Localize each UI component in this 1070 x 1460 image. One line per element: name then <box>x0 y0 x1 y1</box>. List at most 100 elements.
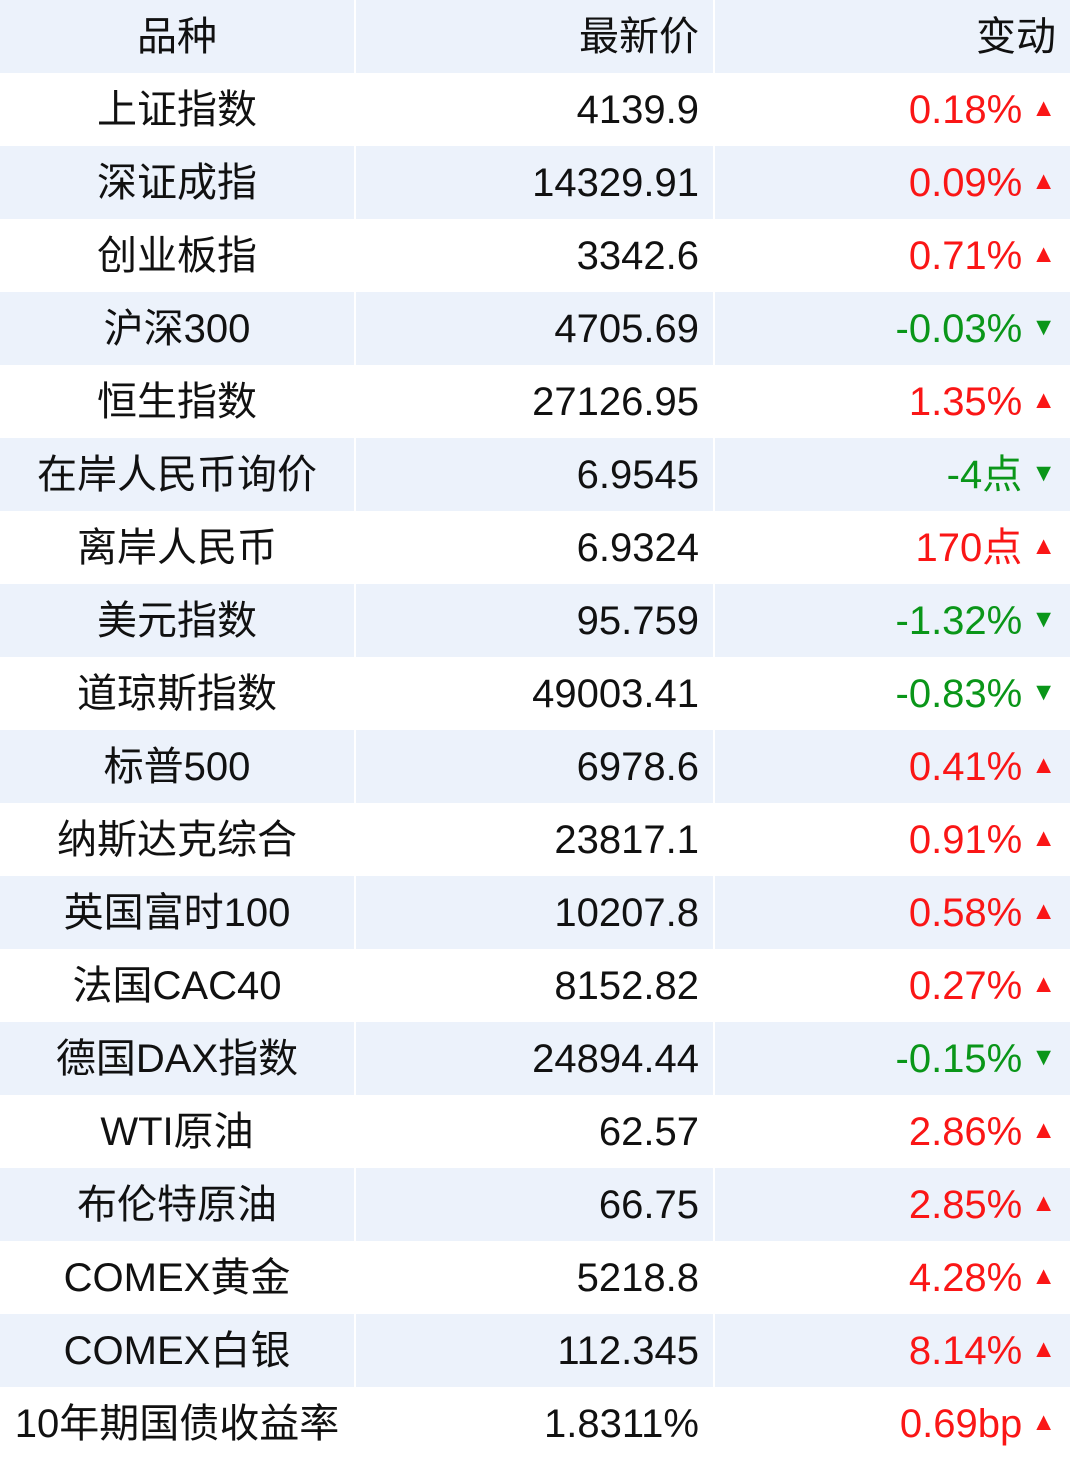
latest-price: 10207.8 <box>356 876 715 949</box>
instrument-name: 创业板指 <box>0 219 356 292</box>
instrument-name: 上证指数 <box>0 73 356 146</box>
change-cell: 2.85% ▲ <box>715 1168 1070 1241</box>
table-row: 创业板指 3342.6 0.71% ▲ <box>0 219 1070 292</box>
change-value: 1.35% <box>908 379 1023 424</box>
change-cell: 2.86% ▲ <box>715 1095 1070 1168</box>
latest-price: 6978.6 <box>356 730 715 803</box>
change-cell: 0.69bp ▲ <box>715 1387 1070 1460</box>
change-value: 4.28% <box>908 1255 1023 1300</box>
table-row: 标普500 6978.6 0.41% ▲ <box>0 730 1070 803</box>
down-triangle-icon: ▼ <box>1031 459 1056 487</box>
change-value: 0.58% <box>908 890 1023 935</box>
latest-price: 4139.9 <box>356 73 715 146</box>
latest-price: 3342.6 <box>356 219 715 292</box>
change-cell: 170点 ▲ <box>715 511 1070 584</box>
up-triangle-icon: ▲ <box>1031 94 1056 122</box>
instrument-name: 英国富时100 <box>0 876 356 949</box>
instrument-name: WTI原油 <box>0 1095 356 1168</box>
change-value: 0.27% <box>908 963 1023 1008</box>
change-value: 0.91% <box>908 817 1023 862</box>
table-row: WTI原油 62.57 2.86% ▲ <box>0 1095 1070 1168</box>
latest-price: 5218.8 <box>356 1241 715 1314</box>
change-value: -1.32% <box>895 598 1023 643</box>
up-triangle-icon: ▲ <box>1031 167 1056 195</box>
latest-price: 24894.44 <box>356 1022 715 1095</box>
change-value: 0.18% <box>908 87 1023 132</box>
change-value: -0.83% <box>895 671 1023 716</box>
instrument-name: COMEX白银 <box>0 1314 356 1387</box>
latest-price: 27126.95 <box>356 365 715 438</box>
up-triangle-icon: ▲ <box>1031 824 1056 852</box>
latest-price: 4705.69 <box>356 292 715 365</box>
instrument-name: 深证成指 <box>0 146 356 219</box>
change-value: -4点 <box>946 452 1023 497</box>
instrument-name: COMEX黄金 <box>0 1241 356 1314</box>
change-cell: -1.32% ▼ <box>715 584 1070 657</box>
latest-price: 14329.91 <box>356 146 715 219</box>
change-cell: 0.09% ▲ <box>715 146 1070 219</box>
change-value: 0.69bp <box>899 1401 1023 1446</box>
table-row: COMEX白银 112.345 8.14% ▲ <box>0 1314 1070 1387</box>
change-cell: 0.27% ▲ <box>715 949 1070 1022</box>
change-value: 2.85% <box>908 1182 1023 1227</box>
table-row: 上证指数 4139.9 0.18% ▲ <box>0 73 1070 146</box>
column-header-latest-price: 最新价 <box>356 0 715 73</box>
latest-price: 6.9324 <box>356 511 715 584</box>
instrument-name: 在岸人民币询价 <box>0 438 356 511</box>
instrument-name: 纳斯达克综合 <box>0 803 356 876</box>
up-triangle-icon: ▲ <box>1031 897 1056 925</box>
table-row: 沪深300 4705.69 -0.03% ▼ <box>0 292 1070 365</box>
table-row: 在岸人民币询价 6.9545 -4点 ▼ <box>0 438 1070 511</box>
up-triangle-icon: ▲ <box>1031 1408 1056 1436</box>
up-triangle-icon: ▲ <box>1031 970 1056 998</box>
up-triangle-icon: ▲ <box>1031 1116 1056 1144</box>
table-row: 纳斯达克综合 23817.1 0.91% ▲ <box>0 803 1070 876</box>
change-value: 0.09% <box>908 160 1023 205</box>
down-triangle-icon: ▼ <box>1031 313 1056 341</box>
change-cell: 0.18% ▲ <box>715 73 1070 146</box>
change-cell: -0.03% ▼ <box>715 292 1070 365</box>
latest-price: 8152.82 <box>356 949 715 1022</box>
change-cell: 1.35% ▲ <box>715 365 1070 438</box>
column-header-instrument: 品种 <box>0 0 356 73</box>
change-value: 0.71% <box>908 233 1023 278</box>
table-row: 法国CAC40 8152.82 0.27% ▲ <box>0 949 1070 1022</box>
table-row: 离岸人民币 6.9324 170点 ▲ <box>0 511 1070 584</box>
instrument-name: 德国DAX指数 <box>0 1022 356 1095</box>
table-row: 10年期国债收益率 1.8311% 0.69bp ▲ <box>0 1387 1070 1460</box>
change-cell: 8.14% ▲ <box>715 1314 1070 1387</box>
table-row: 恒生指数 27126.95 1.35% ▲ <box>0 365 1070 438</box>
change-value: -0.15% <box>895 1036 1023 1081</box>
instrument-name: 沪深300 <box>0 292 356 365</box>
up-triangle-icon: ▲ <box>1031 1189 1056 1217</box>
change-cell: 0.91% ▲ <box>715 803 1070 876</box>
change-cell: -4点 ▼ <box>715 438 1070 511</box>
change-cell: 0.58% ▲ <box>715 876 1070 949</box>
column-header-change: 变动 <box>976 14 1056 59</box>
up-triangle-icon: ▲ <box>1031 386 1056 414</box>
latest-price: 49003.41 <box>356 657 715 730</box>
up-triangle-icon: ▲ <box>1031 1335 1056 1363</box>
instrument-name: 标普500 <box>0 730 356 803</box>
up-triangle-icon: ▲ <box>1031 1262 1056 1290</box>
table-row: 英国富时100 10207.8 0.58% ▲ <box>0 876 1070 949</box>
latest-price: 112.345 <box>356 1314 715 1387</box>
change-value: 8.14% <box>908 1328 1023 1373</box>
change-value: 170点 <box>915 525 1023 570</box>
change-cell: 0.41% ▲ <box>715 730 1070 803</box>
up-triangle-icon: ▲ <box>1031 751 1056 779</box>
table-row: 道琼斯指数 49003.41 -0.83% ▼ <box>0 657 1070 730</box>
instrument-name: 离岸人民币 <box>0 511 356 584</box>
latest-price: 1.8311% <box>356 1387 715 1460</box>
instrument-name: 法国CAC40 <box>0 949 356 1022</box>
table-header-row: 品种 最新价 变动 <box>0 0 1070 73</box>
up-triangle-icon: ▲ <box>1031 240 1056 268</box>
down-triangle-icon: ▼ <box>1031 605 1056 633</box>
instrument-name: 布伦特原油 <box>0 1168 356 1241</box>
instrument-name: 恒生指数 <box>0 365 356 438</box>
table-row: COMEX黄金 5218.8 4.28% ▲ <box>0 1241 1070 1314</box>
latest-price: 66.75 <box>356 1168 715 1241</box>
table-row: 德国DAX指数 24894.44 -0.15% ▼ <box>0 1022 1070 1095</box>
latest-price: 6.9545 <box>356 438 715 511</box>
